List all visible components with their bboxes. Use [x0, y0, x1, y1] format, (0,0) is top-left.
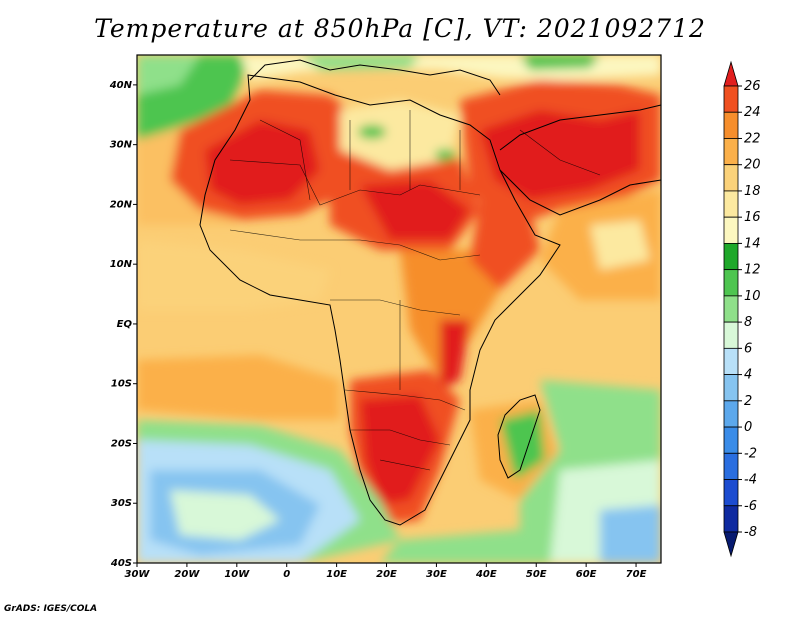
colorbar-swatch	[723, 374, 739, 402]
lon-tick-label: 20W	[174, 569, 200, 580]
colorbar-swatch	[723, 479, 739, 507]
lon-tick-label: 50E	[526, 569, 547, 580]
lon-tick-label: 40E	[475, 569, 497, 580]
colorbar-swatch	[723, 85, 739, 113]
grads-credit: GrADS: IGES/COLA	[4, 604, 98, 614]
colorbar-swatch	[723, 400, 739, 428]
lat-tick-label: 20N	[110, 199, 133, 210]
lon-tick-label: 20E	[376, 569, 397, 580]
lon-tick-label: 0	[283, 569, 290, 580]
colorbar-label: 10	[744, 289, 761, 304]
colorbar-label: 24	[744, 105, 761, 120]
lon-tick-label: 10W	[224, 569, 250, 580]
colorbar-swatch	[723, 111, 739, 139]
lon-tick-label: 70E	[626, 569, 647, 580]
lon-tick-label: 30W	[125, 569, 151, 580]
colorbar-label: 4	[744, 368, 752, 383]
colorbar-swatch	[723, 164, 739, 192]
lon-tick-label: 60E	[576, 569, 597, 580]
lat-tick-label: 20S	[111, 438, 132, 449]
colorbar-label: 18	[744, 184, 761, 199]
colorbar-label: -2	[744, 446, 757, 461]
latitude-axis: 40N 30N 20N 10N EQ 10S 20S 30S 40S	[109, 80, 137, 569]
lat-tick-label: 10N	[110, 259, 133, 270]
plot-frame	[136, 54, 662, 564]
colorbar-label: 2	[744, 394, 752, 409]
colorbar-label: -8	[744, 525, 757, 540]
colorbar-swatch	[723, 452, 739, 480]
temperature-field	[137, 55, 661, 563]
colorbar-swatch	[723, 505, 739, 533]
colorbar-label: 14	[744, 236, 761, 251]
colorbar-swatch	[723, 321, 739, 349]
colorbar-label: -4	[744, 473, 757, 488]
colorbar-label: 22	[744, 131, 761, 146]
colorbar-top-arrow	[723, 60, 739, 87]
colorbar-bottom-arrow	[723, 531, 739, 558]
colorbar-swatch	[723, 216, 739, 244]
colorbar-label: 26	[744, 79, 761, 94]
lon-tick-label: 30E	[426, 569, 447, 580]
lat-tick-label: 40S	[110, 558, 132, 569]
country-borders	[229, 110, 601, 471]
lat-tick-label: EQ	[117, 319, 133, 330]
lon-tick-label: 10E	[326, 569, 347, 580]
longitude-axis: 30W 20W 10W 0 10E 20E 30E 40E 50E 60E 70E	[125, 563, 647, 580]
lat-tick-label: 30N	[110, 140, 133, 151]
colorbar-swatch	[723, 426, 739, 454]
colorbar-label: -6	[744, 499, 757, 514]
coastline-outline	[199, 59, 662, 526]
lat-tick-label: 40N	[109, 80, 133, 91]
colorbar-swatch	[723, 269, 739, 297]
colorbar-label: 8	[744, 315, 752, 330]
lat-tick-label: 30S	[111, 498, 132, 509]
colorbar-swatch	[723, 190, 739, 218]
lat-tick-label: 10S	[111, 379, 132, 390]
colorbar-swatch	[723, 138, 739, 166]
colorbar-label: 16	[744, 210, 761, 225]
colorbar-swatch	[723, 295, 739, 323]
colorbar-swatch	[723, 243, 739, 271]
colorbar-swatch	[723, 347, 739, 375]
colorbar-label: 0	[744, 420, 752, 435]
map-title: Temperature at 850hPa [C], VT: 202109271…	[94, 14, 706, 43]
colorbar-label: 20	[744, 158, 761, 173]
colorbar-label: 6	[744, 341, 752, 356]
colorbar-label: 12	[744, 263, 761, 278]
